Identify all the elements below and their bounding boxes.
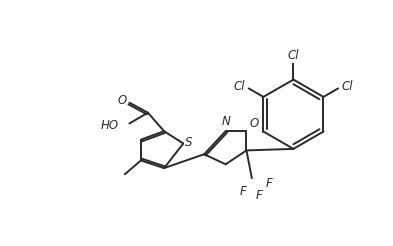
Text: Cl: Cl (342, 80, 353, 93)
Text: O: O (250, 117, 259, 130)
Text: F: F (239, 185, 246, 198)
Text: HO: HO (101, 119, 119, 132)
Text: Cl: Cl (288, 49, 299, 62)
Text: F: F (256, 189, 263, 201)
Text: S: S (185, 136, 193, 149)
Text: O: O (117, 94, 126, 107)
Text: N: N (221, 115, 230, 128)
Text: Cl: Cl (234, 80, 245, 93)
Text: F: F (266, 177, 273, 190)
